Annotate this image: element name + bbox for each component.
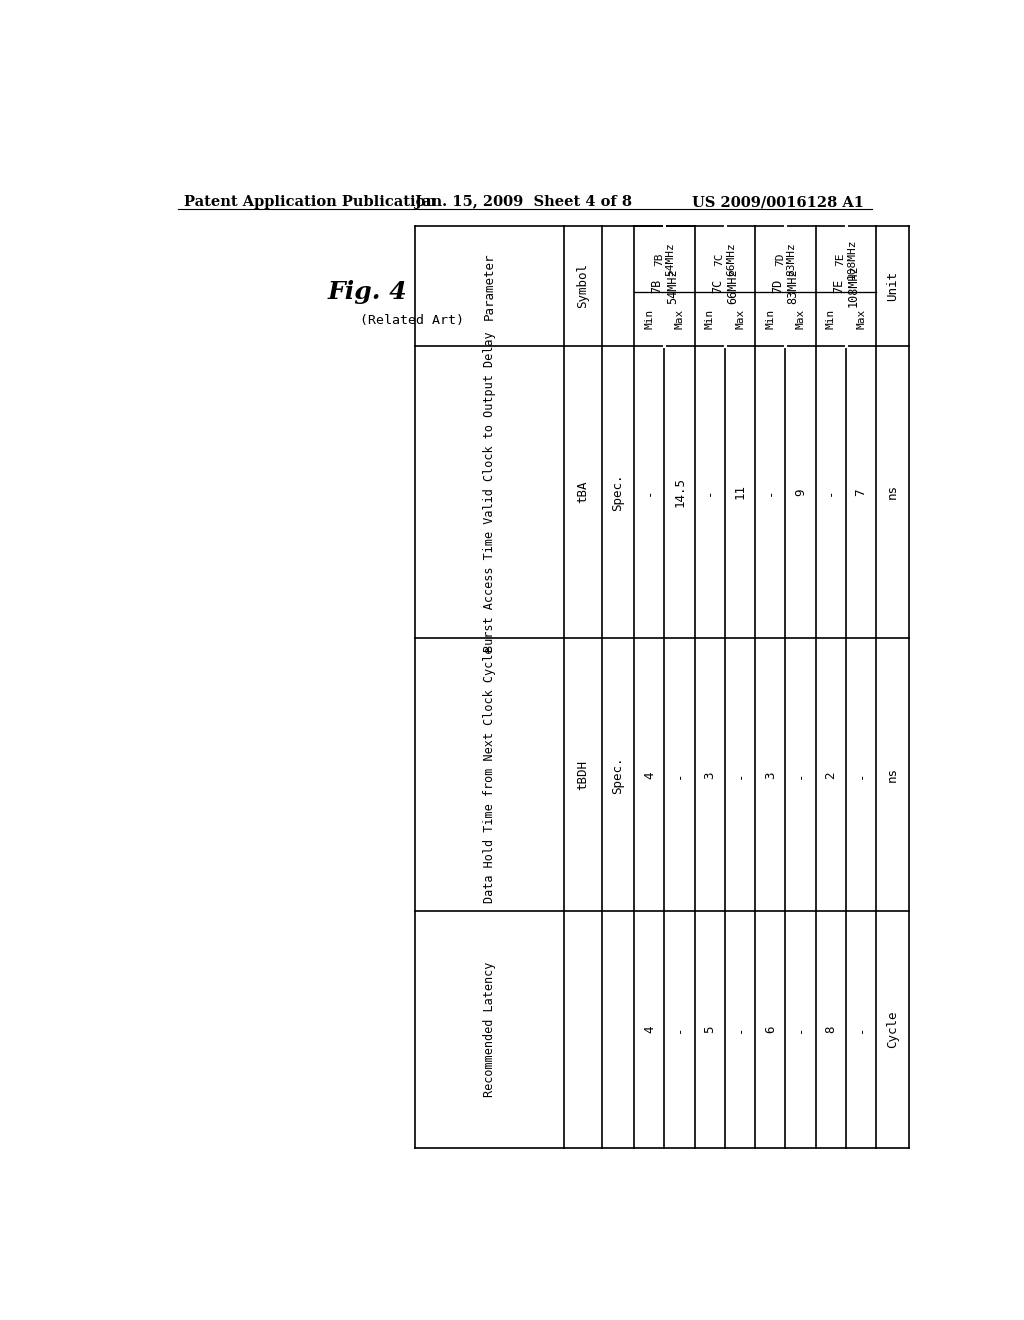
Text: 3: 3 [764, 771, 777, 779]
Text: 11: 11 [733, 484, 746, 499]
Text: 2: 2 [824, 771, 838, 779]
Text: 7C
66MHz: 7C 66MHz [711, 268, 739, 304]
Text: -: - [733, 1026, 746, 1034]
Text: 4: 4 [643, 771, 656, 779]
Text: Spec.: Spec. [611, 756, 625, 793]
Text: Patent Application Publication: Patent Application Publication [183, 195, 436, 210]
Text: Min: Min [765, 309, 775, 329]
Text: Symbol: Symbol [577, 263, 590, 309]
Text: -: - [673, 1026, 686, 1034]
Text: Max: Max [796, 309, 806, 329]
Text: 7E
108MHz: 7E 108MHz [833, 264, 860, 308]
Text: Parameter: Parameter [483, 252, 496, 319]
Text: 7D
83MHz: 7D 83MHz [772, 268, 800, 304]
Text: -: - [794, 771, 807, 779]
Text: 5: 5 [703, 1026, 717, 1034]
Text: Burst Access Time Valid Clock to Output Delay: Burst Access Time Valid Clock to Output … [483, 331, 496, 652]
Text: Spec.: Spec. [611, 473, 625, 511]
Text: 7C
66MHz: 7C 66MHz [715, 242, 736, 276]
Text: Cycle: Cycle [886, 1011, 899, 1048]
Text: 14.5: 14.5 [673, 477, 686, 507]
Text: -: - [764, 488, 777, 495]
Text: Unit: Unit [886, 271, 899, 301]
Text: Min: Min [705, 309, 715, 329]
Text: ns: ns [886, 767, 899, 783]
Text: US 2009/0016128 A1: US 2009/0016128 A1 [692, 195, 864, 210]
Text: -: - [703, 488, 717, 495]
Text: Max: Max [856, 309, 866, 329]
Text: Fig. 4: Fig. 4 [328, 280, 408, 304]
Text: -: - [673, 771, 686, 779]
Text: 9: 9 [794, 488, 807, 495]
Text: Min: Min [825, 309, 836, 329]
Text: 4: 4 [643, 1026, 656, 1034]
Text: 7E
108MHz: 7E 108MHz [836, 239, 857, 280]
Text: Jan. 15, 2009  Sheet 4 of 8: Jan. 15, 2009 Sheet 4 of 8 [415, 195, 632, 210]
Text: tBA: tBA [577, 480, 590, 503]
Text: -: - [854, 771, 867, 779]
Text: -: - [643, 488, 656, 495]
Text: Max: Max [735, 309, 745, 329]
Text: Max: Max [675, 309, 685, 329]
Text: 7B
54MHz: 7B 54MHz [654, 242, 676, 276]
Text: 7: 7 [854, 488, 867, 495]
Text: 7D
83MHz: 7D 83MHz [775, 242, 797, 276]
Text: Min: Min [644, 309, 654, 329]
Text: 7B
54MHz: 7B 54MHz [650, 268, 679, 304]
Text: tBDH: tBDH [577, 760, 590, 789]
Text: 8: 8 [824, 1026, 838, 1034]
Text: 6: 6 [764, 1026, 777, 1034]
Text: Recommended Latency: Recommended Latency [483, 962, 496, 1097]
Text: -: - [794, 1026, 807, 1034]
Text: 3: 3 [703, 771, 717, 779]
Text: -: - [824, 488, 838, 495]
Text: Data Hold Time from Next Clock Cycle: Data Hold Time from Next Clock Cycle [483, 647, 496, 903]
Text: ns: ns [886, 484, 899, 499]
Text: (Related Art): (Related Art) [360, 314, 465, 327]
Text: -: - [854, 1026, 867, 1034]
Text: -: - [733, 771, 746, 779]
